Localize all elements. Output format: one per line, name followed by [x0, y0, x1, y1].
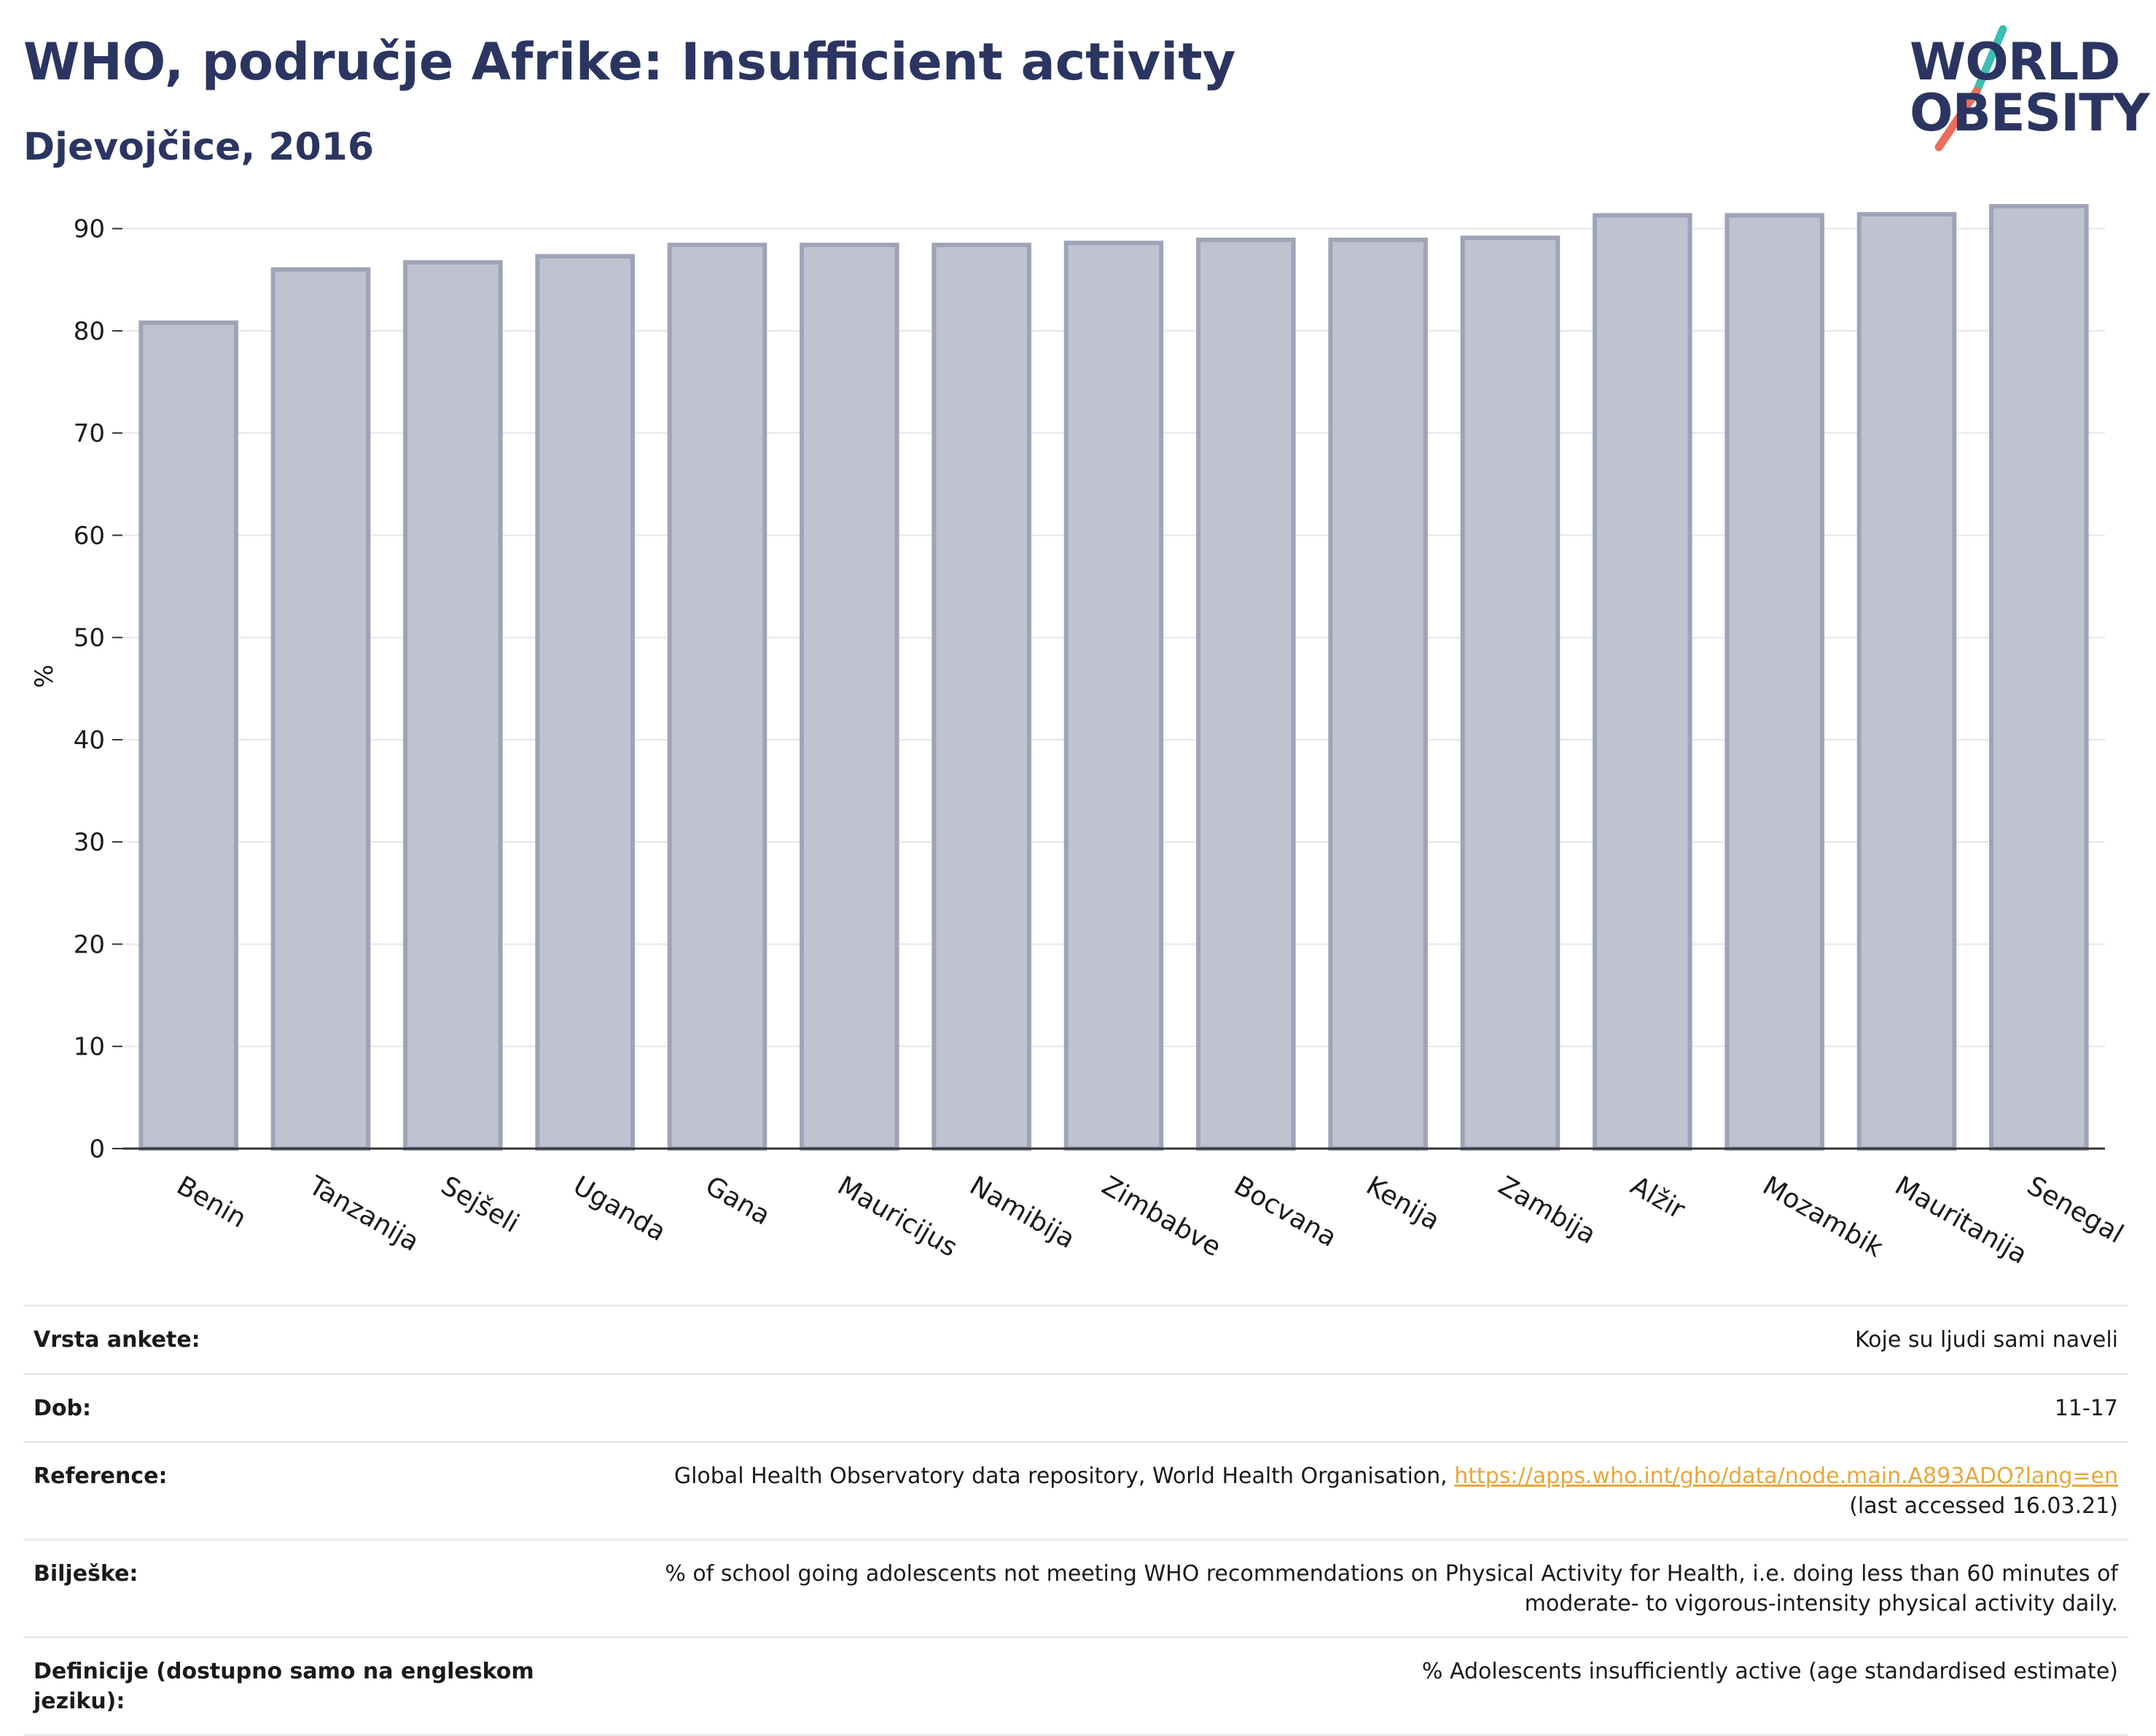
bar — [1328, 238, 1428, 1151]
y-tick-label: 60 — [74, 521, 105, 550]
info-value: % of school going adolescents not meetin… — [554, 1540, 2128, 1638]
info-table: Vrsta ankete: Koje su ljudi sami naveli … — [23, 1305, 2128, 1736]
info-row-age: Dob: 11-17 — [23, 1374, 2128, 1442]
info-value: Koje su ljudi sami naveli — [1854, 1327, 2118, 1353]
x-tick-label: Namibija — [964, 1170, 1079, 1254]
info-label: Bilješke: — [34, 1561, 138, 1587]
logo-text-obesity: OBESITY — [1910, 83, 2150, 143]
y-tick-label: 40 — [74, 726, 105, 755]
info-label: Dob: — [34, 1395, 91, 1421]
logo-slash-icon — [1934, 25, 2007, 152]
info-value: % Adolescents insufficiently active (age… — [1421, 1659, 2118, 1684]
y-tick-label: 20 — [74, 930, 105, 959]
bar — [1460, 235, 1561, 1151]
info-value: 11-17 — [2054, 1395, 2118, 1421]
x-tick-label: Mozambik — [1757, 1170, 1888, 1263]
x-tick-label: Benin — [171, 1170, 251, 1234]
x-tick-label: Tanzanija — [303, 1170, 424, 1257]
page-subtitle: Djevojčice, 2016 — [23, 125, 375, 169]
y-axis-label: % — [30, 665, 59, 688]
bar — [1725, 213, 1824, 1151]
x-tick-label: Kenija — [1361, 1170, 1445, 1236]
y-tick-label: 50 — [74, 624, 105, 653]
info-row-definitions: Definicije (dostupno samo na engleskom j… — [23, 1637, 2128, 1735]
x-tick-label: Bocvana — [1229, 1170, 1342, 1253]
world-obesity-logo: WORLD OBESITY — [1895, 22, 2150, 157]
info-label: Definicije (dostupno samo na engleskom j… — [34, 1659, 534, 1714]
page-title: WHO, područje Afrike: Insufficient activ… — [23, 32, 1236, 92]
bar — [800, 243, 899, 1152]
logo-text-world: WORLD — [1910, 32, 2120, 92]
bars — [138, 204, 2089, 1152]
bar — [1989, 204, 2089, 1152]
info-row-notes: Bilješke: % of school going adolescents … — [23, 1539, 2128, 1638]
reference-accessed: (last accessed 16.03.21) — [1849, 1493, 2118, 1519]
info-label: Reference: — [34, 1463, 168, 1489]
bar — [138, 320, 238, 1151]
reference-link[interactable]: https://apps.who.int/gho/data/node.main.… — [1454, 1463, 2118, 1489]
bar — [403, 259, 503, 1152]
bar — [270, 267, 371, 1151]
y-tick-label: 80 — [74, 317, 105, 346]
notes-text: % of school going adolescents not meetin… — [665, 1561, 2118, 1587]
y-tick-label: 0 — [89, 1135, 105, 1164]
info-value: Global Health Observatory data repositor… — [554, 1442, 2128, 1540]
bar — [931, 243, 1031, 1152]
y-tick-label: 30 — [74, 828, 105, 857]
info-row-reference: Reference: Global Health Observatory dat… — [23, 1442, 2128, 1540]
x-tick-label: Alžir — [1625, 1170, 1690, 1225]
notes-text-continued: moderate- to vigorous-intensity physical… — [1524, 1590, 2118, 1616]
bar — [1063, 241, 1164, 1151]
y-tick-label: 10 — [74, 1033, 105, 1062]
info-label: Vrsta ankete: — [34, 1327, 200, 1353]
reference-text: Global Health Observatory data repositor… — [673, 1463, 1448, 1489]
x-tick-label: Uganda — [568, 1170, 671, 1247]
x-tick-label: Gana — [700, 1170, 776, 1231]
bar — [1196, 238, 1296, 1151]
y-tick-label: 90 — [74, 215, 105, 244]
bar — [1593, 213, 1692, 1151]
x-tick-label: Mauritanija — [1890, 1170, 2032, 1268]
x-tick-label: Sejšeli — [436, 1170, 524, 1238]
x-tick-label: Senegal — [2022, 1170, 2128, 1249]
bar — [1856, 212, 1957, 1151]
bar-chart: 0 10 20 30 40 50 60 70 80 90 Benin Tanzanija Sejšeli… — [30, 204, 2128, 1268]
x-tick-label: Zambija — [1493, 1170, 1601, 1250]
x-tick-label: Mauricijus — [832, 1170, 962, 1263]
x-tick-label: Zimbabve — [1097, 1170, 1226, 1262]
y-tick-label: 70 — [74, 419, 105, 448]
bar — [667, 243, 768, 1152]
bar — [535, 254, 635, 1151]
info-row-survey-type: Vrsta ankete: Koje su ljudi sami naveli — [23, 1305, 2128, 1375]
